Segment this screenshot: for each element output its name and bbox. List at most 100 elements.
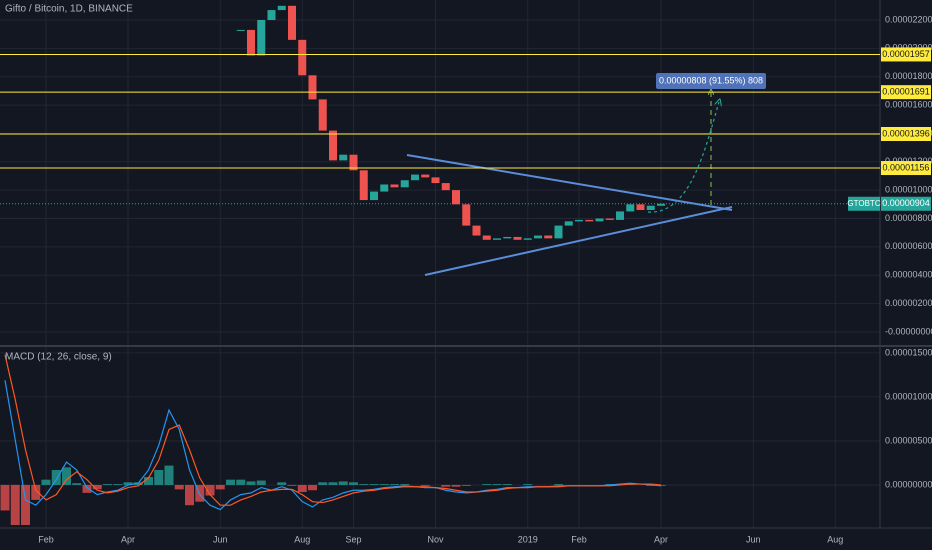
candle bbox=[493, 238, 501, 240]
candle bbox=[339, 154, 348, 161]
candle bbox=[657, 203, 665, 206]
histogram-bar bbox=[82, 484, 92, 493]
y-tick-label: 0.00000200 bbox=[885, 298, 932, 308]
y-tick-label: 0.00001600 bbox=[885, 99, 932, 109]
x-tick-label: Jun bbox=[746, 534, 761, 544]
histogram-bar bbox=[502, 484, 512, 485]
histogram-bar bbox=[185, 484, 194, 506]
histogram-bar bbox=[236, 479, 246, 485]
overlay: Feb Apr Jun Aug Sep Nov 2019 Feb Apr Jun Aug 0.0000… bbox=[0, 14, 932, 544]
candle bbox=[400, 180, 409, 188]
candle bbox=[349, 154, 358, 171]
macd-title: MACD (12, 26, close, 9) bbox=[5, 352, 112, 363]
candle bbox=[236, 29, 245, 31]
candle bbox=[564, 221, 573, 226]
candle bbox=[318, 99, 327, 131]
level-label: 0.00001691 bbox=[882, 87, 930, 97]
histogram-bar bbox=[154, 469, 164, 485]
candle bbox=[503, 236, 512, 239]
chart-title: Gifto / Bitcoin, 1D, BINANCE bbox=[5, 4, 133, 15]
y-tick-label: 0.00001000 bbox=[885, 185, 932, 195]
histogram-bar bbox=[369, 484, 379, 485]
histogram-bar bbox=[62, 467, 71, 485]
histogram-bar bbox=[103, 484, 112, 485]
x-tick-label: Aug bbox=[294, 534, 310, 544]
histogram-bar bbox=[338, 481, 348, 485]
histogram-bar bbox=[215, 484, 225, 490]
candle bbox=[267, 10, 276, 20]
y-tick-label: 0.00000800 bbox=[885, 213, 932, 223]
histogram-bar bbox=[31, 484, 41, 500]
candle bbox=[452, 190, 460, 205]
candle bbox=[626, 204, 635, 212]
y-tick-label: 0.00000000 bbox=[885, 479, 932, 489]
y-tick-label: 0.00000600 bbox=[885, 241, 932, 251]
x-tick-label: Aug bbox=[827, 534, 843, 544]
candle bbox=[277, 5, 286, 11]
candle bbox=[544, 235, 553, 239]
candle bbox=[554, 225, 563, 239]
candle bbox=[308, 75, 317, 100]
candle bbox=[646, 205, 655, 211]
level-label-box bbox=[881, 161, 931, 176]
candle bbox=[462, 204, 471, 226]
histogram-bar bbox=[328, 482, 338, 485]
histogram-bar bbox=[390, 484, 399, 485]
level-label-box bbox=[881, 127, 931, 142]
symbol-label: GTOBTC bbox=[847, 199, 880, 208]
histogram-bar bbox=[451, 484, 461, 487]
trendline-lower bbox=[424, 206, 733, 276]
histogram-bar bbox=[226, 479, 235, 485]
histogram-bar bbox=[523, 484, 533, 485]
y-tick-label: 0.00000400 bbox=[885, 270, 932, 280]
histogram-bar bbox=[308, 484, 317, 491]
y-tick-label: 0.00000500 bbox=[885, 435, 932, 445]
histogram-bar bbox=[349, 482, 358, 485]
candle bbox=[247, 29, 255, 56]
histogram-bar bbox=[400, 484, 410, 485]
y-tick-label: 0.00002200 bbox=[885, 14, 932, 24]
y-tick-label: 0.00001800 bbox=[885, 71, 932, 81]
histogram-bar bbox=[21, 484, 30, 525]
histogram-bar bbox=[420, 484, 430, 486]
histogram-bar bbox=[297, 484, 307, 492]
histogram-bar bbox=[246, 481, 256, 485]
price-pane bbox=[236, 5, 665, 240]
candle bbox=[616, 211, 624, 220]
candle bbox=[441, 183, 450, 191]
candle bbox=[288, 5, 296, 40]
candle bbox=[575, 219, 583, 222]
level-label: 0.00001396 bbox=[882, 128, 930, 138]
histogram-bar bbox=[205, 484, 215, 496]
histogram-bar bbox=[256, 480, 266, 485]
x-tick-label: Apr bbox=[121, 534, 135, 544]
histogram-bar bbox=[287, 484, 297, 486]
candle bbox=[585, 219, 594, 222]
histogram-bar bbox=[0, 484, 10, 511]
x-tick-label: Feb bbox=[571, 534, 587, 544]
candle bbox=[370, 191, 378, 201]
candle bbox=[359, 170, 368, 201]
histogram-bar bbox=[51, 469, 61, 485]
y-tick-label: 0.00001500 bbox=[885, 347, 932, 357]
histogram-bar bbox=[10, 484, 20, 525]
histogram-bar bbox=[492, 484, 502, 485]
level-label-box bbox=[881, 47, 931, 62]
candle bbox=[523, 238, 532, 240]
candle bbox=[298, 39, 307, 76]
last-price-label: 0.00000904 bbox=[882, 198, 930, 208]
x-tick-label: Sep bbox=[345, 534, 361, 544]
histogram-bar bbox=[379, 484, 389, 485]
x-tick-label: Nov bbox=[427, 534, 444, 544]
projection-arrow bbox=[647, 102, 719, 213]
histogram-bar bbox=[41, 479, 51, 485]
symbol-box bbox=[848, 196, 880, 211]
drawings bbox=[406, 92, 733, 276]
x-tick-label: 2019 bbox=[518, 534, 538, 544]
candle bbox=[534, 235, 542, 239]
histogram-bar bbox=[123, 482, 133, 485]
candle bbox=[482, 235, 491, 240]
measure-label: 0.00000808 (91.55%) 808 bbox=[659, 75, 763, 85]
candle bbox=[329, 130, 337, 161]
